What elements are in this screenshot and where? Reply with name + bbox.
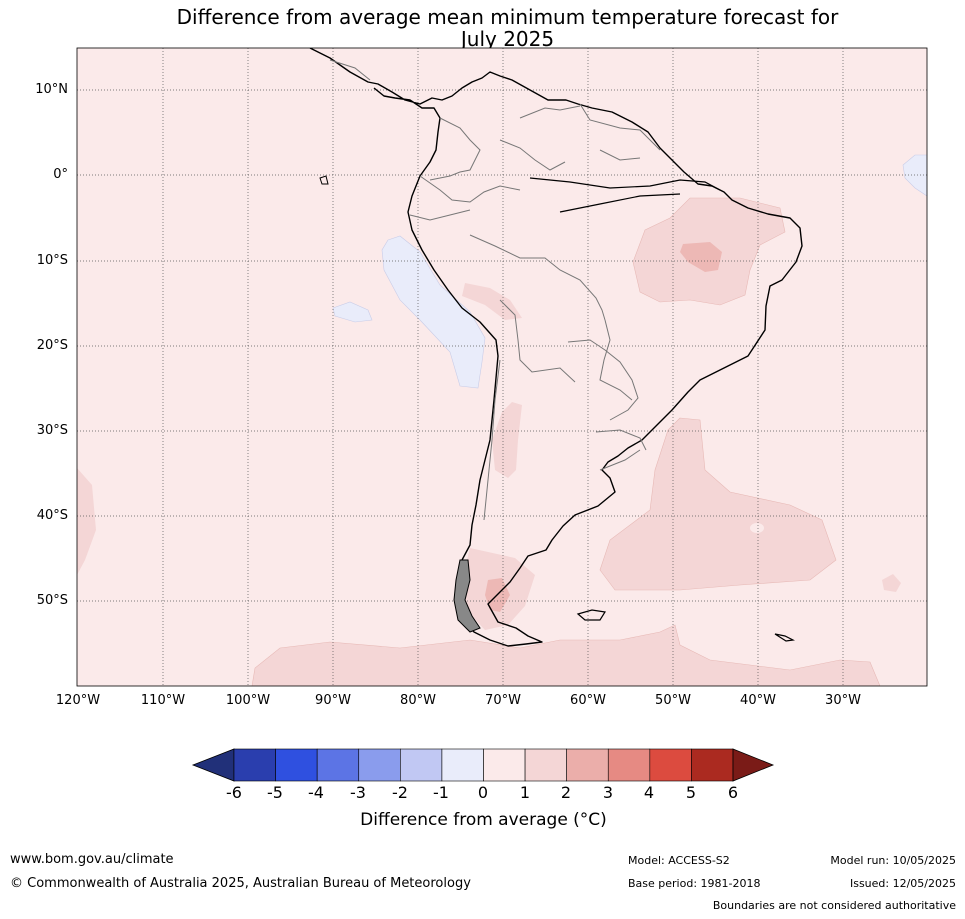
colorbar-cell: [483, 748, 526, 782]
south-america-coastline: [309, 48, 803, 647]
colorbar-cell: [607, 748, 651, 782]
lon-label-40w: 40°W: [740, 693, 776, 708]
colorbar-cell: [566, 748, 609, 782]
colorbar-cell: [233, 748, 276, 782]
colorbar-under-arrow: [191, 748, 235, 782]
lon-label-30w: 30°W: [825, 693, 861, 708]
colorbar-cell: [524, 748, 567, 782]
colorbar-cell: [316, 748, 360, 782]
amazon-delta: [559, 193, 681, 213]
lon-label-50w: 50°W: [655, 693, 691, 708]
anomaly-region-central-andes: [462, 283, 522, 320]
colorbar-tick: -6: [226, 783, 242, 802]
colorbar-cell: [441, 748, 484, 782]
lat-label-10s: 10°S: [36, 253, 68, 268]
anomaly-hole-atlantic: [750, 523, 764, 533]
lon-label-70w: 70°W: [485, 693, 521, 708]
lon-label-100w: 100°W: [225, 693, 271, 708]
south-georgia: [774, 633, 795, 642]
map-frame: [76, 47, 928, 687]
country-boundaries: [329, 59, 661, 521]
colorbar-tick: -4: [308, 783, 324, 802]
model-run-date: Model run: 10/05/2025: [830, 854, 956, 867]
colorbar-tick: -1: [433, 783, 449, 802]
lat-label-40s: 40°S: [36, 508, 68, 523]
colorbar-tick: 3: [602, 783, 614, 802]
anomaly-region-ne-brazil-core: [680, 242, 722, 272]
amazon-river: [529, 177, 721, 191]
anomaly-region-east-pacific-small: [332, 301, 373, 323]
lon-label-110w: 110°W: [140, 693, 186, 708]
copyright-notice: © Commonwealth of Australia 2025, Austra…: [10, 876, 471, 891]
anomaly-region-west-pacific: [77, 468, 96, 575]
chart-title-line2: July 2025: [460, 27, 555, 51]
lon-label-60w: 60°W: [570, 693, 606, 708]
anomaly-region-sw-atlantic: [599, 417, 837, 591]
colorbar-over-arrow: [732, 748, 775, 782]
colorbar-cells: [233, 748, 734, 782]
colorbar-tick: -5: [267, 783, 283, 802]
galapagos: [319, 175, 329, 185]
graticule: [77, 48, 927, 686]
anomaly-region-southern-ocean: [251, 624, 881, 686]
chart-title-line1: Difference from average mean minimum tem…: [176, 5, 839, 29]
falkland-islands: [576, 609, 606, 621]
model-name: Model: ACCESS-S2: [628, 854, 730, 867]
colorbar-tick: 6: [727, 783, 739, 802]
colorbar-cell: [649, 748, 692, 782]
anomaly-region-central-argentina: [492, 402, 522, 478]
colorbar-tick: 2: [560, 783, 572, 802]
website-link[interactable]: www.bom.gov.au/climate: [10, 852, 174, 867]
boundary-disclaimer: Boundaries are not considered authoritat…: [712, 899, 956, 912]
anomaly-region-equatorial-atlantic: [902, 154, 927, 197]
colorbar-tick: 0: [477, 783, 489, 802]
colorbar-tick: -3: [350, 783, 366, 802]
lat-label-20s: 20°S: [36, 338, 68, 353]
base-period: Base period: 1981-2018: [628, 877, 761, 890]
issued-date: Issued: 12/05/2025: [849, 877, 956, 890]
anomaly-region-off-peru: [381, 235, 486, 389]
colorbar-cell: [275, 748, 318, 782]
colorbar-label: Difference from average (°C): [360, 810, 607, 830]
colorbar-tick: 1: [519, 783, 531, 802]
colorbar-tick: 4: [643, 783, 655, 802]
colorbar-cell: [358, 748, 401, 782]
lat-label-50s: 50°S: [36, 593, 68, 608]
colorbar-tick: -2: [392, 783, 408, 802]
patagonia-fjords: [453, 559, 481, 633]
colorbar-tick: 5: [685, 783, 697, 802]
anomaly-region-east-atlantic-blob: [882, 574, 901, 592]
lat-label-30s: 30°S: [36, 423, 68, 438]
colorbar-cell: [691, 748, 734, 782]
colorbar-cell: [400, 748, 443, 782]
lon-label-120w: 120°W: [55, 693, 101, 708]
lon-label-90w: 90°W: [315, 693, 351, 708]
lat-label-0: 0°: [53, 167, 68, 182]
lat-label-10n: 10°N: [35, 82, 68, 97]
lon-label-80w: 80°W: [400, 693, 436, 708]
